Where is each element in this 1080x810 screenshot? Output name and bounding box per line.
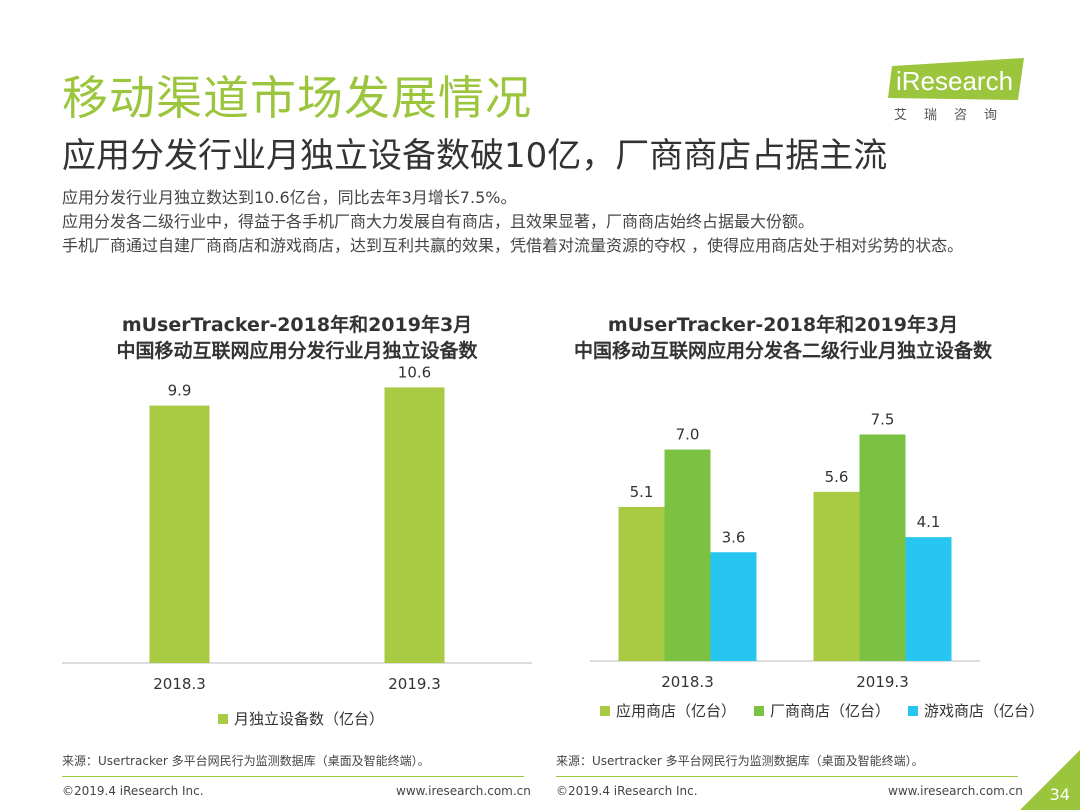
- chart1-title-line2: 中国移动互联网应用分发行业月独立设备数: [116, 340, 478, 362]
- legend-swatch: [908, 705, 919, 716]
- bar: [813, 491, 860, 661]
- legend-label: 月独立设备数（亿台）: [234, 710, 385, 728]
- description-line: 应用分发各二级行业中，得益于各手机厂商大力发展自有商店，且效果显著，厂商商店始终…: [62, 212, 815, 231]
- bar-value-label: 5.6: [825, 468, 849, 486]
- footer-copyright-left: ©2019.4 iResearch Inc.: [62, 784, 204, 798]
- footer-divider-right: [556, 776, 1018, 777]
- x-tick-label: 2018.3: [153, 675, 206, 693]
- footer-divider-left: [62, 776, 524, 777]
- bar: [664, 449, 711, 661]
- bar-value-label: 9.9: [168, 382, 192, 400]
- bar: [149, 405, 210, 663]
- chart2-legend: 应用商店（亿台） 厂商商店（亿台） 游戏商店（亿台）: [600, 700, 1044, 721]
- legend-swatch: [754, 705, 765, 716]
- footer-url-right: www.iresearch.com.cn: [888, 784, 1023, 798]
- logo-subtext: 艾瑞咨询: [894, 108, 1015, 123]
- page-subtitle: 应用分发行业月独立设备数破10亿，厂商商店占据主流: [62, 136, 888, 176]
- legend-item: 游戏商店（亿台）: [908, 700, 1044, 721]
- logo-text: iResearch: [896, 66, 1014, 96]
- chart1-title-line1: mUserTracker-2018年和2019年3月: [121, 314, 473, 336]
- bar-value-label: 5.1: [630, 483, 654, 501]
- legend-swatch: [600, 705, 610, 716]
- chart2-title: mUserTracker-2018年和2019年3月 中国移动互联网应用分发各二…: [548, 312, 1018, 364]
- description-line: 手机厂商通过自建厂商商店和游戏商店，达到互利共赢的效果，凭借着对流量资源的夺权 …: [62, 236, 964, 255]
- iresearch-logo: iResearch 艾瑞咨询: [888, 58, 1038, 128]
- legend-swatch: [218, 713, 228, 724]
- footer-copyright-right: ©2019.4 iResearch Inc.: [556, 784, 698, 798]
- bar-value-label: 7.5: [871, 410, 895, 428]
- legend-label: 应用商店（亿台）: [616, 702, 737, 720]
- legend-item: 月独立设备数（亿台）: [218, 708, 384, 729]
- chart2-plot: 5.1 7.0 3.6 2018.3 5.6 7.5 4.1 2019.3: [590, 410, 980, 691]
- x-tick-label: 2019.3: [388, 675, 441, 693]
- chart1-plot: 9.9 2018.3 10.6 2019.3: [62, 363, 532, 693]
- chart1-title: mUserTracker-2018年和2019年3月 中国移动互联网应用分发行业…: [62, 312, 532, 364]
- bar: [859, 434, 906, 661]
- x-tick-label: 2019.3: [856, 673, 909, 691]
- bar: [618, 506, 665, 661]
- corner-decoration: [1020, 750, 1080, 810]
- chart2-title-line2: 中国移动互联网应用分发各二级行业月独立设备数: [573, 340, 992, 362]
- page-number: 34: [1049, 785, 1070, 804]
- chart1-source: 来源：Usertracker 多平台网民行为监测数据库（桌面及智能终端）。: [62, 754, 430, 768]
- bar-value-label: 7.0: [676, 426, 700, 444]
- page-title: 移动渠道市场发展情况: [62, 71, 532, 125]
- legend-item: 厂商商店（亿台）: [754, 700, 890, 721]
- legend-label: 游戏商店（亿台）: [924, 702, 1045, 720]
- legend-label: 厂商商店（亿台）: [770, 702, 891, 720]
- bar-value-label: 3.6: [722, 528, 746, 546]
- chart2-title-line1: mUserTracker-2018年和2019年3月: [607, 314, 959, 336]
- bar: [905, 537, 952, 661]
- footer-url-left: www.iresearch.com.cn: [396, 784, 531, 798]
- legend-item: 应用商店（亿台）: [600, 700, 736, 721]
- bar-value-label: 4.1: [917, 513, 941, 531]
- x-tick-label: 2018.3: [661, 673, 714, 691]
- chart1-legend: 月独立设备数（亿台）: [218, 708, 384, 729]
- bar: [384, 387, 445, 663]
- logo-band-shape: [888, 58, 1024, 100]
- bar: [710, 552, 757, 661]
- description-line: 应用分发行业月独立数达到10.6亿台，同比去年3月增长7.5%。: [62, 188, 517, 207]
- bar-value-label: 10.6: [398, 363, 431, 381]
- description-block: 应用分发行业月独立数达到10.6亿台，同比去年3月增长7.5%。 应用分发各二级…: [62, 186, 1042, 258]
- chart2-source: 来源：Usertracker 多平台网民行为监测数据库（桌面及智能终端）。: [556, 754, 924, 768]
